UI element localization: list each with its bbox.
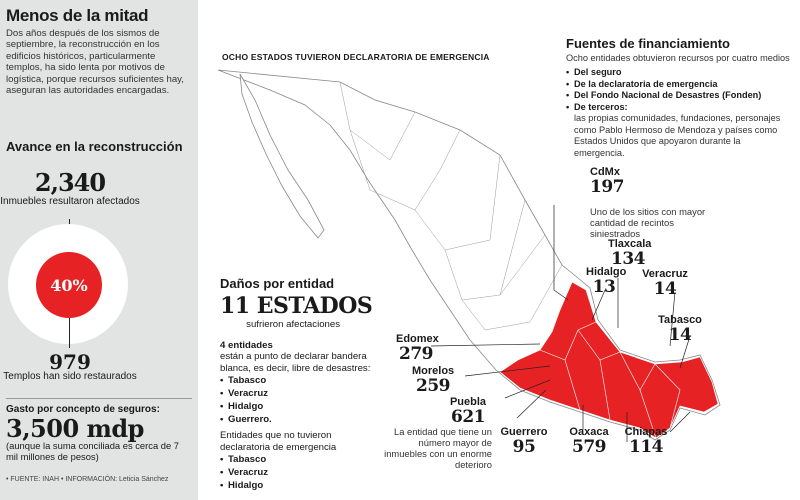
four-states-label: 4 entidades [220,340,273,351]
financing-list: Del seguro De la declaratoria de emergen… [566,67,796,159]
state-name: Oaxaca [569,426,609,438]
financing-item: Del Fondo Nacional de Desastres (Fonden) [566,90,796,102]
state-label-cdmx: CdMx 197 [590,166,625,197]
map-title: OCHO ESTADOS TUVIERON DECLARATORIA DE EM… [222,52,490,62]
state-label-chiapas: Chiapas 114 [620,426,672,456]
sidebar-intro: Dos años después de los sismos de septie… [6,28,184,97]
gasto-value: 3,500 mdp [6,414,144,443]
financing-subtitle: Ocho entidades obtuvieron recursos por c… [566,53,790,63]
state-value: 14 [653,279,677,299]
state-name: Tabasco [658,314,702,326]
financing-item: De la declaratoria de emergencia [566,79,796,91]
state-name: Chiapas [624,426,668,438]
sidebar-panel: Menos de la mitad Dos años después de lo… [0,0,198,500]
state-name: Guerrero [500,426,548,438]
state-value: 197 [590,177,625,197]
state-label-tlaxcala: Tlaxcala 134 [608,238,652,269]
financing-detail: las propias comunidades, fundaciones, pe… [574,113,781,158]
state-value: 279 [399,344,434,364]
connector-line [69,318,70,348]
affected-caption: Inmuebles resultaron afectados [0,196,140,207]
sidebar-subtitle: Avance en la reconstrucción [6,139,183,154]
state-list-item: Guerrero. [220,413,380,426]
no-declaration-label: Entidades que no tuvieron declaratoria d… [220,430,337,453]
state-value: 114 [629,437,664,457]
financing-item: Del seguro [566,67,796,79]
percent-label: 40% [50,275,88,295]
state-name: CdMx [590,166,620,178]
gasto-label: Gasto por concepto de seguros: [6,404,160,415]
affected-number: 2,340 [34,168,106,197]
financing-box: Fuentes de financiamiento Ocho entidades… [566,36,796,159]
state-label-hidalgo: Hidalgo 13 [586,266,627,297]
state-name: Puebla [449,396,487,408]
state-name: Morelos [412,365,455,377]
state-list-item: Hidalgo [220,479,380,492]
state-name: Hidalgo [586,266,627,278]
baja-california [239,73,325,239]
mexico-map [217,69,721,442]
state-label-tabasco: Tabasco 14 [656,314,704,344]
cdmx-note: Uno de los sitios con mayor cantidad de … [590,206,706,239]
state-value: 134 [611,249,646,269]
state-name: Edomex [396,333,439,345]
state-value: 621 [451,407,486,427]
state-value: 13 [592,277,616,297]
state-value: 579 [572,437,607,457]
financing-title: Fuentes de financiamiento [566,36,730,51]
state-value: 95 [512,437,536,457]
state-label-puebla: Puebla 621 [448,396,488,426]
affected-state-borders [539,281,681,439]
leader-lines [430,205,691,442]
financing-item: De terceros: [566,102,796,114]
restored-caption: Templos han sido restaurados [3,371,137,382]
damage-caption: sufrieron afectaciones [246,319,340,330]
state-label-edomex: Edomex 279 [396,333,439,364]
state-list-item: Veracruz [220,387,380,400]
state-value: 14 [668,325,692,345]
state-borders [339,81,563,331]
restored-number: 979 [49,350,91,374]
state-list-item: Hidalgo [220,400,380,413]
restored-circle: 40% [36,252,102,318]
state-name: Tlaxcala [608,238,652,250]
gasto-note: (aunque la suma conciliada es cerca de 7… [6,440,180,462]
affected-region [499,281,719,439]
damage-title: Daños por entidad [220,276,335,291]
state-label-morelos: Morelos 259 [412,365,454,395]
four-states-desc: están a punto de declarar bandera blanca… [220,351,371,374]
puebla-note: La entidad que tiene un número mayor de … [384,426,492,470]
sidebar-title: Menos de la mitad [6,6,149,25]
divider [6,398,192,399]
damage-summary: Daños por entidad 11 ESTADOS sufrieron a… [220,276,380,492]
damage-big-number: 11 ESTADOS [220,293,373,319]
state-label-guerrero: Guerrero 95 [496,426,552,456]
source-credit: • FUENTE: INAH • INFORMACIÓN: Leticia Sá… [6,476,169,483]
state-list-item: Tabasco [220,453,380,466]
state-name: Veracruz [642,268,688,280]
state-label-oaxaca: Oaxaca 579 [564,426,614,456]
state-label-veracruz: Veracruz 14 [642,268,688,298]
state-list-item: Veracruz [220,466,380,479]
state-value: 259 [416,376,451,396]
state-list-item: Tabasco [220,374,380,387]
